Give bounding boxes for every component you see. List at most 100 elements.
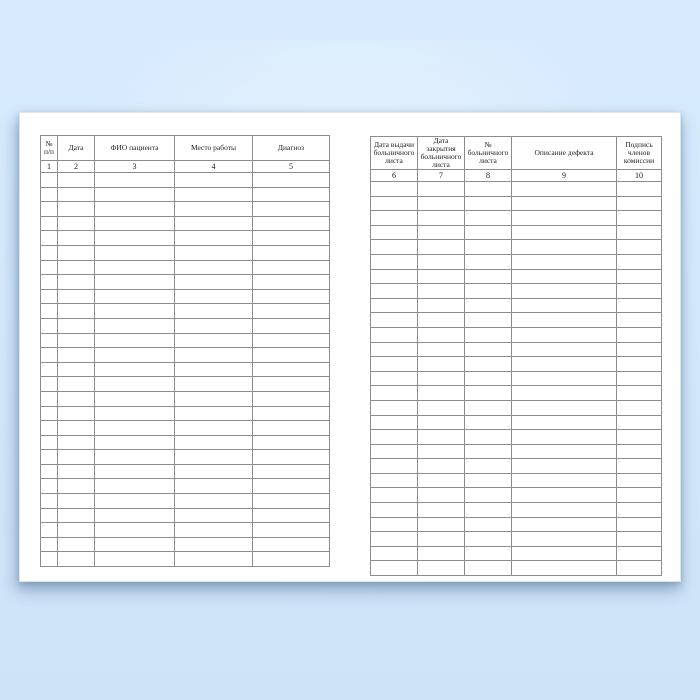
empty-row [370, 312, 662, 328]
empty-cell [511, 239, 617, 255]
empty-cell [616, 210, 662, 226]
empty-cell [370, 502, 418, 518]
empty-cell [616, 224, 662, 241]
empty-row [40, 288, 330, 305]
empty-cell [417, 443, 465, 460]
empty-cell [174, 376, 253, 392]
empty-cell [57, 215, 95, 232]
column-number: 9 [511, 169, 617, 182]
empty-cell [57, 449, 95, 465]
empty-cell [40, 420, 58, 436]
empty-cell [464, 545, 512, 562]
column-number: 10 [616, 169, 662, 182]
empty-cell [174, 463, 253, 480]
empty-cell [370, 429, 418, 445]
empty-cell [57, 405, 95, 422]
empty-row [40, 230, 330, 246]
empty-cell [174, 361, 253, 378]
empty-cell [252, 449, 330, 465]
empty-cell [94, 361, 175, 378]
empty-cell [252, 244, 330, 261]
empty-cell [616, 297, 662, 314]
empty-cell [616, 195, 662, 212]
empty-row [40, 332, 330, 349]
empty-cell [57, 332, 95, 349]
empty-cell [40, 347, 58, 363]
empty-cell [511, 545, 617, 562]
empty-cell [417, 224, 465, 241]
empty-cell [464, 516, 512, 533]
empty-cell [57, 259, 95, 276]
empty-cell [511, 224, 617, 241]
empty-cell [174, 274, 253, 290]
empty-cell [370, 283, 418, 299]
column-header-patient-name: ФИО пациента [94, 135, 175, 161]
empty-cell [252, 230, 330, 246]
empty-cell [57, 551, 95, 568]
empty-cell [417, 458, 465, 474]
empty-cell [417, 414, 465, 431]
empty-cell [464, 414, 512, 431]
empty-cell [40, 522, 58, 538]
empty-cell [174, 201, 253, 217]
empty-cell [40, 172, 58, 188]
column-number: 3 [94, 160, 175, 173]
empty-cell [40, 332, 58, 349]
empty-row [370, 443, 662, 460]
empty-cell [252, 332, 330, 349]
empty-cell [40, 259, 58, 276]
column-number: 8 [464, 169, 512, 182]
empty-cell [464, 472, 512, 489]
empty-cell [417, 502, 465, 518]
empty-cell [94, 434, 175, 451]
column-number-row: 1 2 3 4 5 [40, 160, 330, 173]
empty-cell [57, 507, 95, 524]
empty-cell [94, 420, 175, 436]
empty-cell [94, 186, 175, 203]
empty-cell [370, 312, 418, 328]
empty-cell [40, 274, 58, 290]
empty-cell [174, 303, 253, 319]
empty-cell [511, 268, 617, 285]
empty-cell [464, 502, 512, 518]
empty-cell [40, 493, 58, 509]
empty-cell [511, 326, 617, 343]
empty-cell [616, 370, 662, 387]
empty-cell [174, 522, 253, 538]
empty-row [370, 502, 662, 518]
empty-cell [57, 376, 95, 392]
empty-row [370, 429, 662, 445]
empty-row [370, 253, 662, 270]
empty-row [370, 370, 662, 387]
column-number: 7 [417, 169, 465, 182]
empty-cell [370, 195, 418, 212]
empty-cell [417, 326, 465, 343]
empty-cell [57, 536, 95, 553]
empty-cell [174, 536, 253, 553]
column-number: 6 [370, 169, 418, 182]
empty-cell [464, 239, 512, 255]
empty-row [40, 434, 330, 451]
empty-row [370, 239, 662, 255]
empty-cell [616, 472, 662, 489]
empty-cell [616, 443, 662, 460]
empty-cell [417, 210, 465, 226]
empty-cell [57, 303, 95, 319]
empty-cell [417, 181, 465, 197]
empty-cell [174, 551, 253, 568]
empty-cell [252, 507, 330, 524]
empty-cell [370, 239, 418, 255]
empty-cell [616, 283, 662, 299]
empty-cell [252, 288, 330, 305]
empty-cell [94, 551, 175, 568]
empty-cell [417, 253, 465, 270]
empty-cell [174, 390, 253, 407]
sick-leave-table-body [370, 181, 662, 577]
empty-cell [616, 429, 662, 445]
empty-cell [174, 215, 253, 232]
empty-cell [174, 493, 253, 509]
empty-cell [417, 370, 465, 387]
empty-cell [252, 493, 330, 509]
empty-row [370, 516, 662, 533]
